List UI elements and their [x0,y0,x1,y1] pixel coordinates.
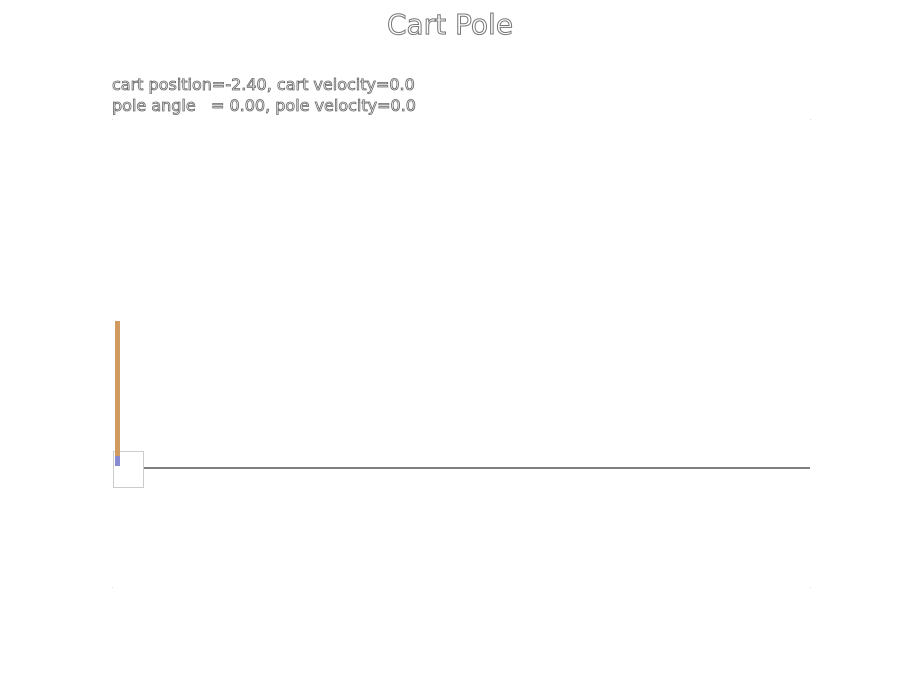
axle [115,456,120,466]
corner-dot [112,587,113,588]
pole [115,321,120,466]
corner-dot [810,587,811,588]
corner-dot [810,119,811,120]
title: Cart Pole [386,8,514,42]
corner-dot [112,119,113,120]
status-line: cart position=-2.40, cart velocity=0.0 [112,75,416,95]
status-line: pole angle = 0.00, pole velocity=0.0 [112,96,417,116]
